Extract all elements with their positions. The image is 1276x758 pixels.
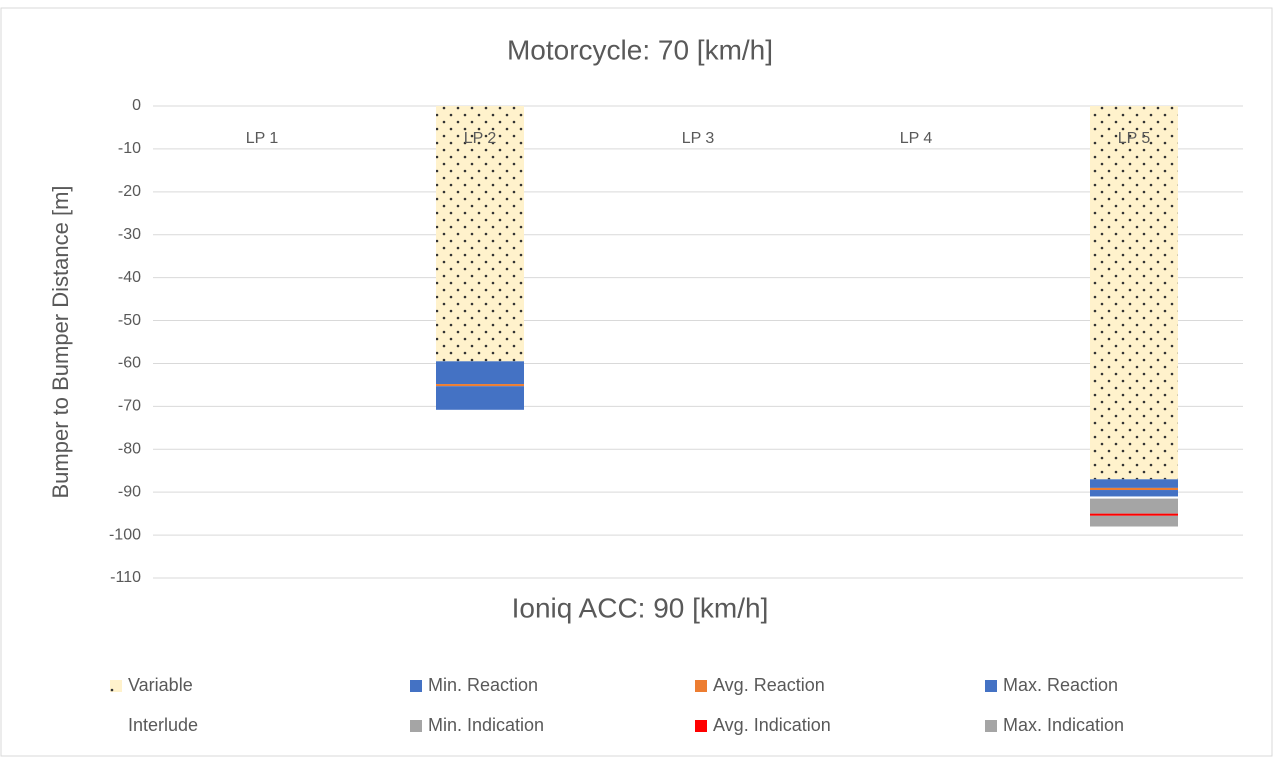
x-tick-label: LP 5: [1118, 130, 1151, 147]
x-tick-label: LP 4: [900, 130, 933, 147]
legend-label: Avg. Indication: [713, 715, 831, 735]
legend-swatch: [410, 680, 422, 692]
bar-segment: [1090, 106, 1178, 480]
chart-border: [0, 7, 1273, 757]
legend-label: Interlude: [128, 715, 198, 735]
bar-segment: [1090, 496, 1178, 499]
y-axis-label: Bumper to Bumper Distance [m]: [48, 185, 73, 498]
y-tick-label: -60: [118, 355, 141, 372]
bar-segment: [1090, 487, 1178, 491]
y-tick-label: -90: [118, 483, 141, 500]
bar-segment: [436, 361, 524, 385]
bar-segment: [1090, 490, 1178, 497]
legend-label: Variable: [128, 675, 193, 695]
legend-swatch: [110, 720, 122, 732]
y-tick-label: -50: [118, 312, 141, 329]
y-tick-label: -80: [118, 440, 141, 457]
y-tick-label: -30: [118, 226, 141, 243]
bar-segment: [436, 386, 524, 410]
x-tick-label: LP 2: [464, 130, 497, 147]
legend-label: Avg. Reaction: [713, 675, 825, 695]
legend-label: Min. Reaction: [428, 675, 538, 695]
bar-segment: [1090, 513, 1178, 516]
x-tick-label: LP 1: [246, 130, 279, 147]
y-tick-label: -110: [110, 569, 141, 586]
legend-swatch: [695, 720, 707, 732]
x-tick-label: LP 3: [682, 130, 715, 147]
y-tick-label: -10: [118, 140, 141, 157]
legend-swatch: [985, 680, 997, 692]
y-tick-label: 0: [132, 97, 141, 114]
bar-segment: [1090, 479, 1178, 488]
y-tick-label: -20: [118, 183, 141, 200]
x-axis-label: Ioniq ACC: 90 [km/h]: [512, 592, 769, 623]
bar-segment: [1090, 515, 1178, 527]
legend-label: Max. Reaction: [1003, 675, 1118, 695]
legend-swatch: [410, 720, 422, 732]
legend-label: Max. Indication: [1003, 715, 1124, 735]
chart-title: Motorcycle: 70 [km/h]: [507, 34, 773, 65]
legend-swatch: [110, 680, 122, 692]
bar-segment: [436, 106, 524, 362]
bar-segment: [436, 384, 524, 387]
y-tick-label: -40: [118, 269, 141, 286]
legend-dot: [110, 688, 114, 692]
bar-segment: [1090, 498, 1178, 514]
legend-swatch: [695, 680, 707, 692]
legend-swatch: [985, 720, 997, 732]
y-tick-label: -70: [118, 398, 141, 415]
y-tick-label: -100: [109, 526, 141, 543]
legend-label: Min. Indication: [428, 715, 544, 735]
